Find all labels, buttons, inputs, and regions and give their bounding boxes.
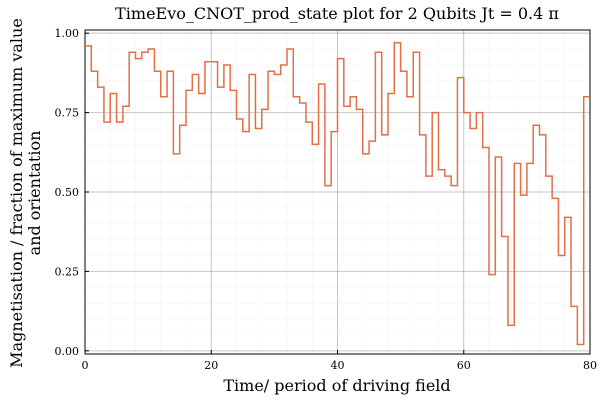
y-tick-label: 0.50 [55, 186, 80, 199]
y-tick-label: 0.75 [55, 107, 80, 120]
x-tick-label: 80 [583, 359, 597, 372]
x-ticks: 0 20 40 60 80 [82, 350, 597, 372]
x-tick-label: 40 [331, 359, 345, 372]
minor-grid [84, 30, 591, 354]
x-axis-label: Time/ period of driving field [223, 376, 450, 395]
x-tick-label: 20 [204, 359, 218, 372]
chart-title: TimeEvo_CNOT_prod_state plot for 2 Qubit… [115, 4, 559, 23]
y-ticks: 0.00 0.25 0.50 0.75 1.00 [55, 27, 89, 358]
y-axis-label-line2: and orientation [25, 131, 44, 256]
y-tick-label: 1.00 [55, 27, 80, 40]
y-axis-label-line1: Magnetisation / fraction of maximum valu… [7, 18, 26, 368]
x-tick-label: 60 [457, 359, 471, 372]
y-tick-label: 0.25 [55, 265, 80, 278]
series-group [85, 41, 590, 346]
x-tick-label: 0 [82, 359, 89, 372]
series-line [85, 41, 590, 346]
y-tick-label: 0.00 [55, 345, 80, 358]
